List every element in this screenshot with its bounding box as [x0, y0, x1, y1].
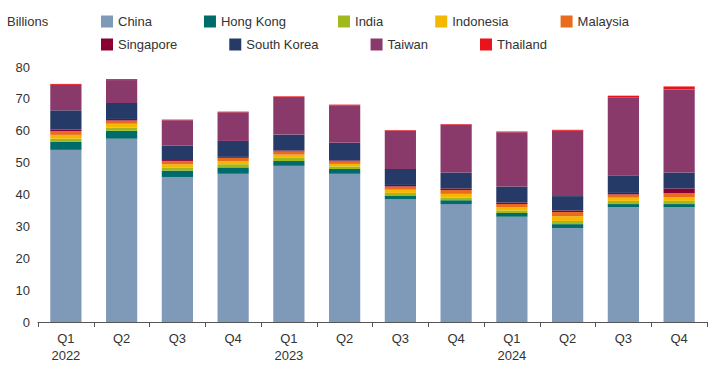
svg-text:Billions: Billions — [7, 14, 49, 29]
svg-text:Q3: Q3 — [169, 331, 186, 346]
svg-text:Q1: Q1 — [503, 331, 520, 346]
svg-text:Malaysia: Malaysia — [578, 14, 630, 29]
svg-text:Hong Kong: Hong Kong — [221, 14, 286, 29]
svg-text:Thailand: Thailand — [497, 37, 547, 52]
svg-text:Q1: Q1 — [57, 331, 74, 346]
svg-text:2023: 2023 — [274, 348, 303, 363]
svg-text:Taiwan: Taiwan — [388, 37, 428, 52]
svg-text:India: India — [355, 14, 384, 29]
svg-text:Q1: Q1 — [280, 331, 297, 346]
svg-text:Q3: Q3 — [615, 331, 632, 346]
svg-text:70: 70 — [16, 91, 30, 106]
svg-text:2024: 2024 — [497, 348, 526, 363]
svg-text:Q2: Q2 — [559, 331, 576, 346]
svg-text:Q3: Q3 — [392, 331, 409, 346]
svg-text:Q4: Q4 — [224, 331, 241, 346]
svg-text:Q2: Q2 — [336, 331, 353, 346]
svg-text:10: 10 — [16, 283, 30, 298]
svg-text:60: 60 — [16, 123, 30, 138]
svg-text:2022: 2022 — [51, 348, 80, 363]
svg-text:50: 50 — [16, 155, 30, 170]
svg-text:Indonesia: Indonesia — [452, 14, 509, 29]
svg-text:20: 20 — [16, 251, 30, 266]
svg-text:China: China — [118, 14, 153, 29]
svg-text:Q2: Q2 — [113, 331, 130, 346]
svg-text:0: 0 — [23, 315, 30, 330]
svg-text:Singapore: Singapore — [118, 37, 177, 52]
svg-text:40: 40 — [16, 187, 30, 202]
svg-text:Q4: Q4 — [670, 331, 687, 346]
svg-text:Q4: Q4 — [447, 331, 464, 346]
svg-text:30: 30 — [16, 219, 30, 234]
svg-text:South Korea: South Korea — [246, 37, 319, 52]
svg-text:80: 80 — [16, 60, 30, 75]
